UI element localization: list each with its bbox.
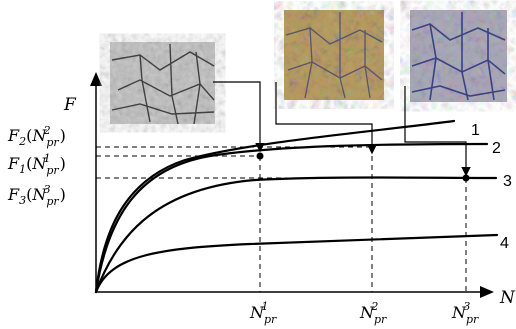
leader-n1 bbox=[213, 81, 265, 153]
x-axis-arrow bbox=[480, 286, 494, 298]
micrograph-3 bbox=[410, 10, 507, 102]
point-n3 bbox=[462, 174, 470, 182]
y-tick-label-f1: F1(Npr1) bbox=[7, 152, 66, 177]
micrograph-1 bbox=[110, 42, 215, 125]
leader-n2 bbox=[275, 82, 377, 155]
x-tick-label-n2: Npr2 bbox=[359, 300, 387, 326]
y-tick-label-f3: F3(Npr3) bbox=[7, 183, 66, 208]
x-tick-label-n3: Npr3 bbox=[451, 300, 479, 326]
x-tick-label-n1: Npr1 bbox=[249, 300, 277, 326]
series-line-4 bbox=[94, 233, 499, 294]
leader-n3 bbox=[404, 86, 471, 177]
x-axis-label: N bbox=[499, 288, 516, 308]
series-label-1: 1 bbox=[471, 122, 480, 139]
y-axis-arrow bbox=[90, 72, 102, 86]
series-line-1 bbox=[94, 119, 456, 294]
point-n1 bbox=[256, 152, 264, 160]
y-tick-label-f2: F2(Npr2) bbox=[7, 124, 66, 149]
micrograph-2 bbox=[284, 10, 384, 100]
y-axis-label: F bbox=[63, 95, 77, 115]
series-line-2 bbox=[94, 142, 489, 294]
series-label-4: 4 bbox=[500, 235, 509, 252]
series-label-3: 3 bbox=[503, 173, 512, 190]
series-label-2: 2 bbox=[492, 140, 501, 157]
series-line-3 bbox=[94, 176, 498, 294]
